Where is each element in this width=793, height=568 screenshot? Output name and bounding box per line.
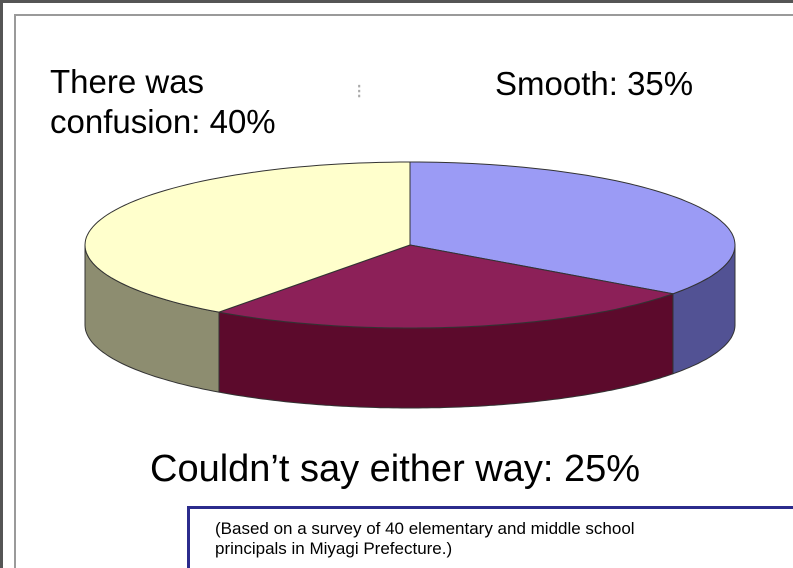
slice-label-smooth: Smooth: 35%	[495, 65, 694, 102]
survey-note-line1: (Based on a survey of 40 elementary and …	[215, 519, 635, 538]
survey-note: (Based on a survey of 40 elementary and …	[187, 506, 793, 568]
slice-label-confusion: There was confusion: 40%	[50, 62, 276, 142]
slice-label-either: Couldn’t say either way: 25%	[150, 448, 641, 490]
chart-area	[14, 14, 793, 568]
pie-slice-1	[217, 244, 675, 329]
survey-note-line2: principals in Miyagi Prefecture.)	[215, 539, 453, 558]
pie-slice-2	[84, 161, 411, 313]
pie-slice-0	[409, 161, 736, 295]
slice-label-confusion-line1: There was	[50, 63, 205, 100]
slice-label-confusion-line2: confusion: 40%	[50, 103, 276, 140]
stray-mark: ⁝	[356, 81, 363, 103]
